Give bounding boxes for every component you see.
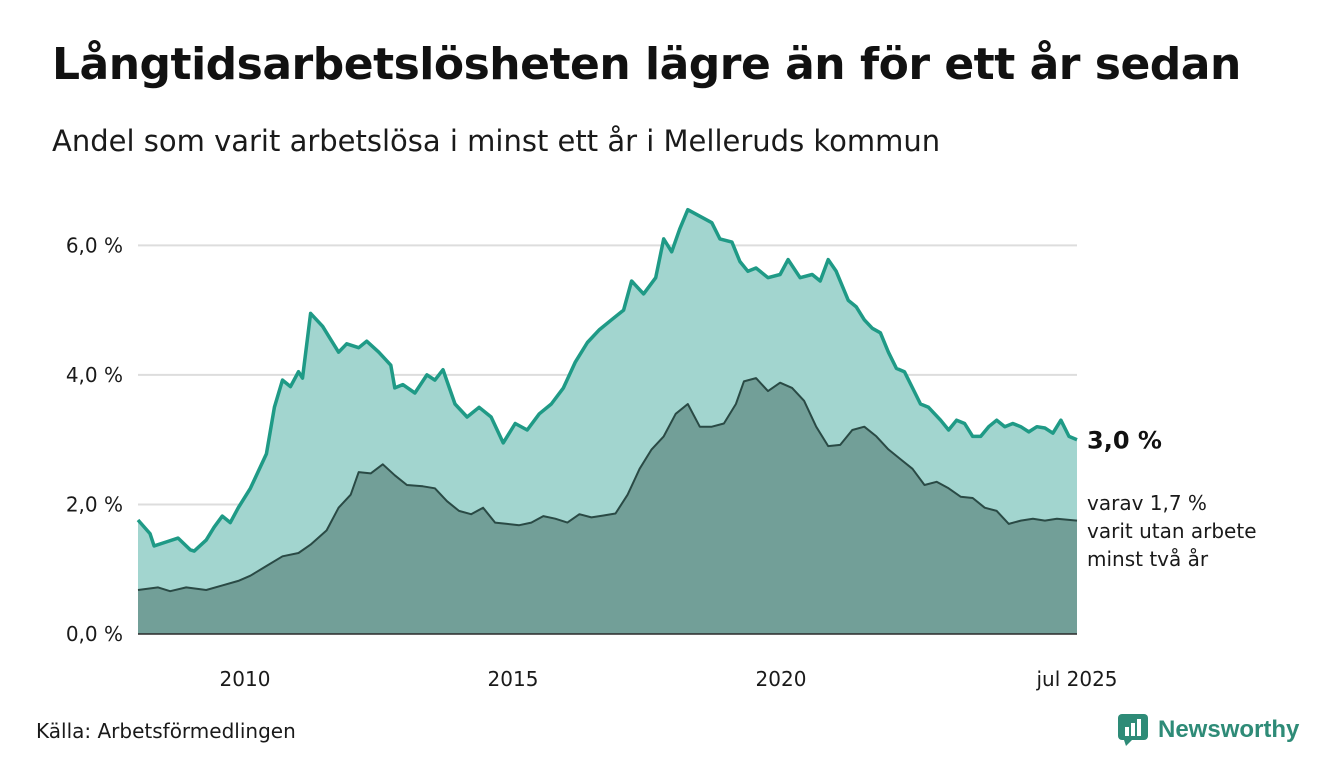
series1-end-label: 3,0 % [1087, 427, 1162, 455]
brand-logo: Newsworthy [1118, 712, 1299, 748]
series2-end-label: varit utan arbete [1087, 519, 1257, 543]
x-tick-label: 2020 [756, 667, 807, 691]
newsworthy-logo-icon [1118, 714, 1148, 746]
series2-end-label: minst två år [1087, 547, 1209, 571]
x-tick-label: jul 2025 [1035, 667, 1117, 691]
axis-ticks: 0,0 % 2,0 % 4,0 % 6,0 % 2010 2015 2020 jul 2025 [66, 233, 1118, 691]
series2-area [138, 378, 1077, 634]
series2-line [137, 377, 1078, 593]
chart-subtitle: Andel som varit arbetslösa i minst ett å… [52, 124, 941, 158]
y-tick-label: 2,0 % [66, 492, 123, 516]
brand-name: Newsworthy [1158, 716, 1300, 743]
series2-end-label: varav 1,7 % [1087, 491, 1207, 515]
y-tick-label: 0,0 % [66, 622, 123, 646]
x-tick-label: 2010 [220, 667, 271, 691]
chart-areas [136, 207, 1078, 635]
end-labels: 3,0 % varav 1,7 % varit utan arbete minst t… [1087, 427, 1257, 571]
y-tick-label: 6,0 % [66, 233, 123, 257]
series1-line [136, 207, 1078, 553]
chart-title: Långtidsarbetslösheten lägre än för ett … [52, 39, 1241, 90]
y-tick-label: 4,0 % [66, 363, 123, 387]
x-tick-label: 2015 [488, 667, 539, 691]
source-note: Källa: Arbetsförmedlingen [36, 719, 296, 743]
